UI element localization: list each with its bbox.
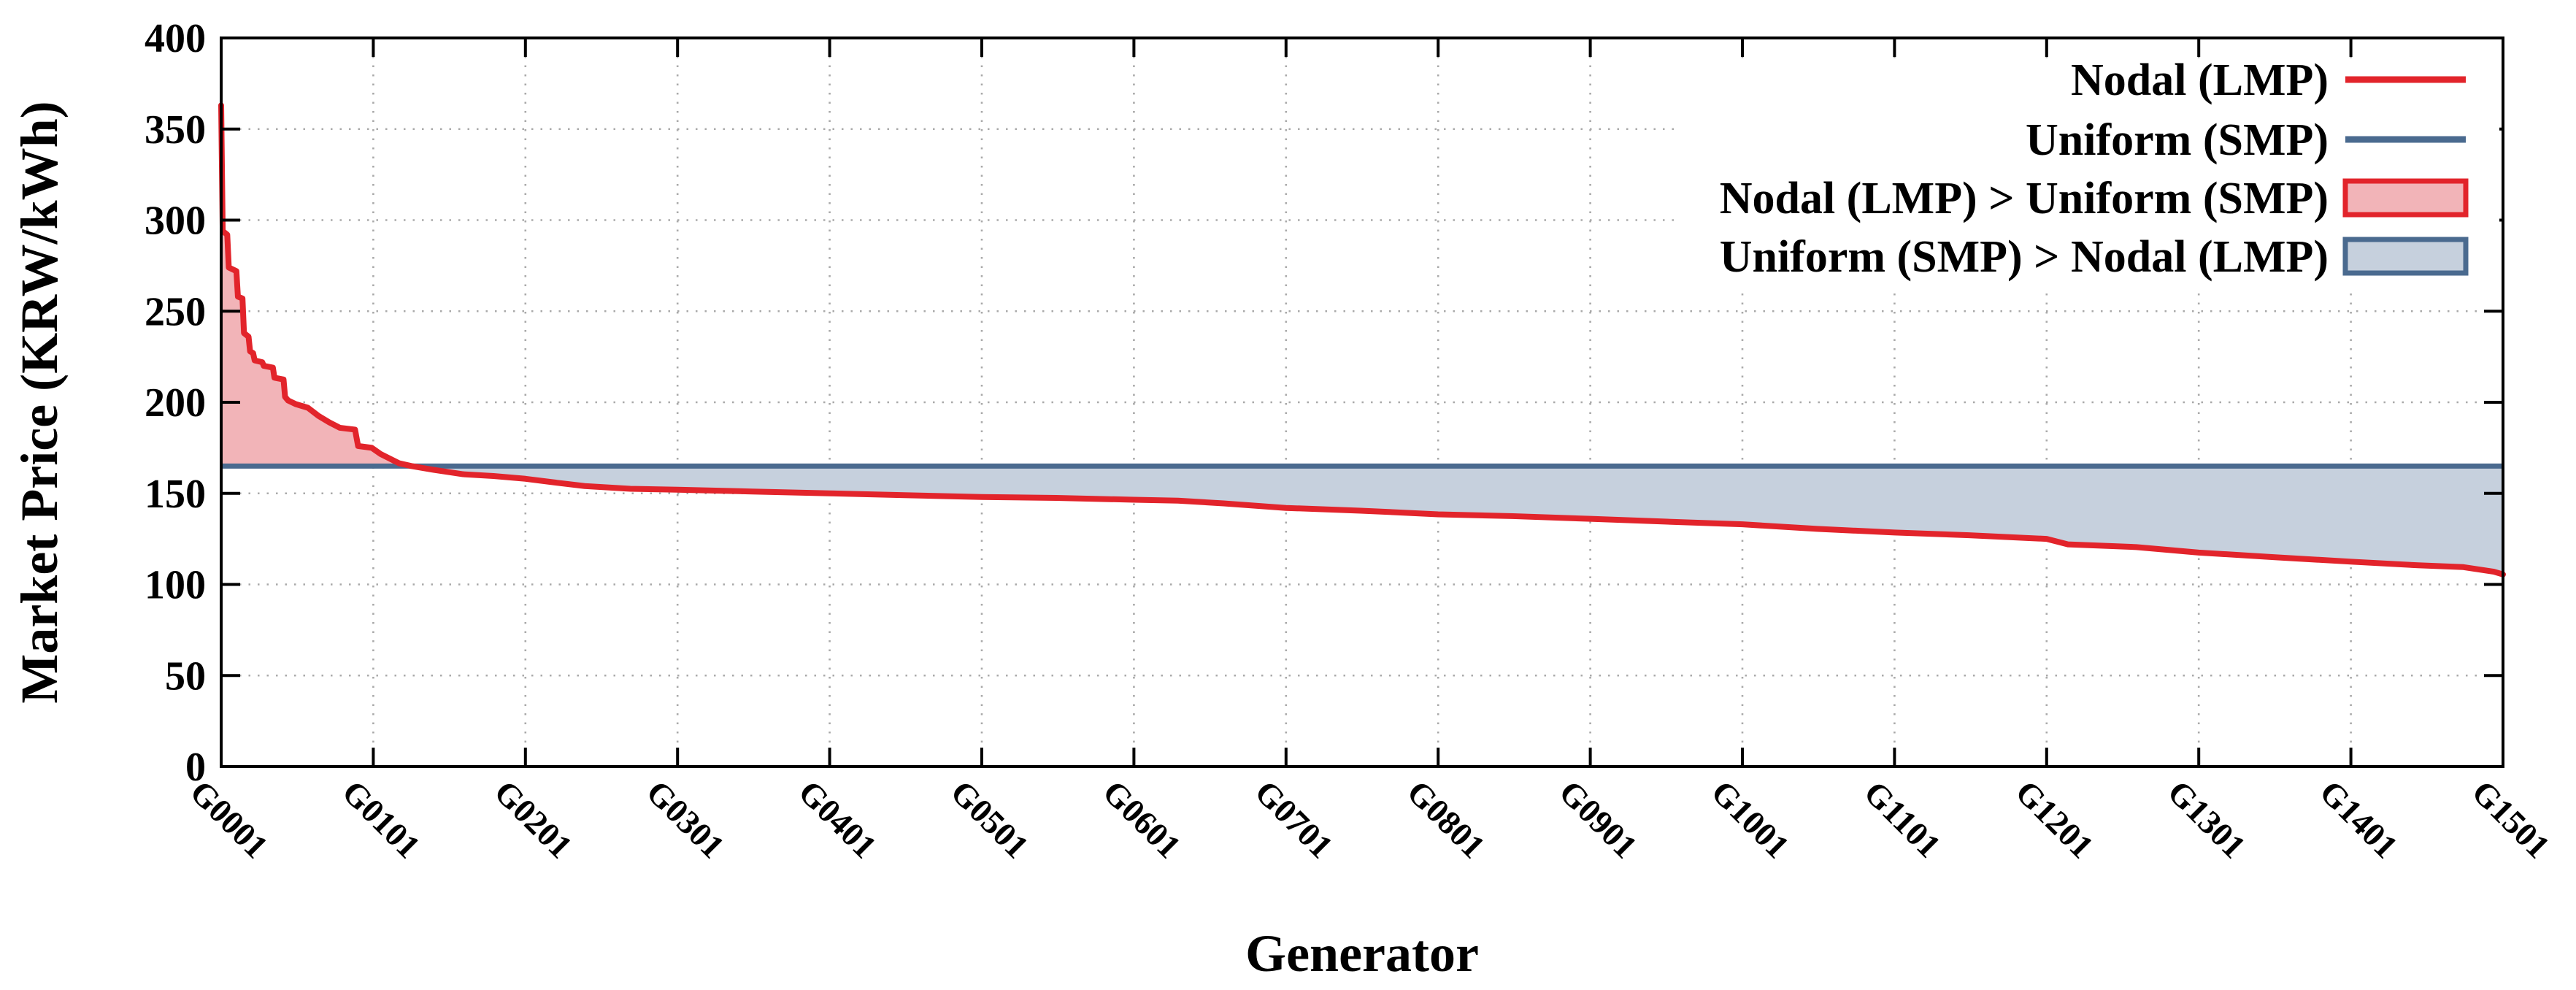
x-tick-label: G1401 xyxy=(2312,773,2404,865)
plot-border xyxy=(220,37,2504,768)
y-tick-label: 400 xyxy=(145,16,206,61)
data-series xyxy=(218,102,2506,578)
x-axis-tick-labels: G0001 G0101 G0201 G0301 G0401 G0501 G0601 G0701… xyxy=(183,773,2557,865)
x-tick-label: G0701 xyxy=(1248,773,1340,865)
x-axis-title: Generator xyxy=(1245,924,1479,983)
legend-sample-uniform-area xyxy=(2342,237,2469,276)
legend-label-nodal: Nodal (LMP) xyxy=(2071,55,2329,105)
y-tick-label: 150 xyxy=(145,472,206,517)
area-smp-above-nodal xyxy=(411,466,2503,575)
area-nodal-above-smp xyxy=(221,105,412,467)
x-tick-label: G0201 xyxy=(488,773,580,865)
legend-item-uniform: Uniform (SMP) xyxy=(2026,115,2466,165)
legend-label-nodal-gt-uniform: Nodal (LMP) > Uniform (SMP) xyxy=(1720,174,2329,223)
legend-label-uniform-gt-nodal: Uniform (SMP) > Nodal (LMP) xyxy=(1720,232,2329,282)
x-tick-label: G1201 xyxy=(2009,773,2101,865)
legend-item-uniform-gt-nodal: Uniform (SMP) > Nodal (LMP) xyxy=(1720,232,2469,282)
y-tick-label: 350 xyxy=(145,107,206,153)
legend: Nodal (LMP) Uniform (SMP) Nodal (LMP) > … xyxy=(1679,55,2499,293)
legend-sample-nodal-area xyxy=(2342,178,2469,218)
x-tick-label: G1301 xyxy=(2161,773,2253,865)
x-tick-label: G0601 xyxy=(1096,773,1188,865)
y-tick-label: 250 xyxy=(145,289,206,334)
x-tick-label: G0301 xyxy=(639,773,731,865)
x-tick-label: G0401 xyxy=(791,773,883,865)
y-tick-label: 200 xyxy=(145,380,206,426)
x-tick-label: G1001 xyxy=(1704,773,1796,865)
x-tick-label: G0801 xyxy=(1400,773,1492,865)
x-tick-label: G0001 xyxy=(183,773,275,865)
y-tick-label: 100 xyxy=(145,563,206,608)
y-axis-tick-labels: 0 50 100 150 200 250 300 350 400 xyxy=(145,16,206,790)
x-tick-label: G0901 xyxy=(1552,773,1644,865)
legend-label-uniform: Uniform (SMP) xyxy=(2026,115,2329,165)
legend-item-nodal: Nodal (LMP) xyxy=(2071,55,2466,105)
legend-item-nodal-gt-uniform: Nodal (LMP) > Uniform (SMP) xyxy=(1720,174,2469,223)
x-tick-label: G1101 xyxy=(1857,774,1948,865)
y-tick-label: 0 xyxy=(185,745,206,790)
nodal-lmp-curve xyxy=(218,102,2506,578)
x-tick-label: G1501 xyxy=(2465,773,2557,865)
y-tick-label: 300 xyxy=(145,199,206,244)
x-tick-label: G0101 xyxy=(335,773,427,865)
x-tick-label: G0501 xyxy=(944,773,1036,865)
y-axis-title: Market Price (KRW/kWh) xyxy=(10,101,69,703)
y-tick-label: 50 xyxy=(165,653,206,699)
